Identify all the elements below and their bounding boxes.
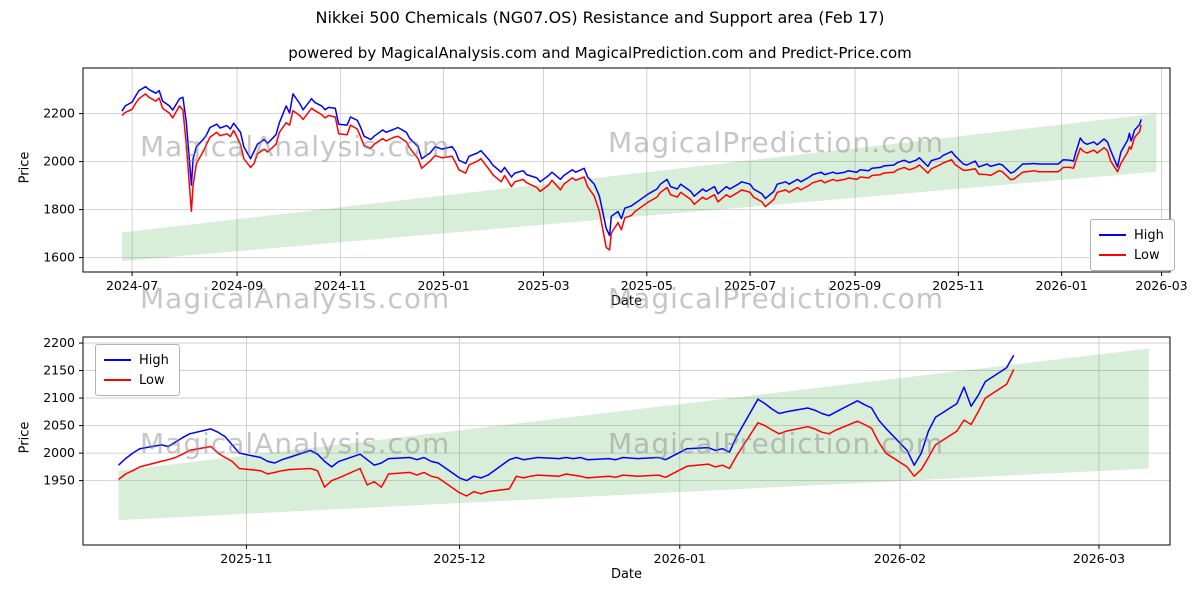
svg-text:2026-03: 2026-03 [1073,551,1125,566]
svg-text:2024-07: 2024-07 [106,278,158,293]
svg-text:2000: 2000 [43,445,75,460]
svg-text:2024-09: 2024-09 [211,278,263,293]
high-line-swatch [104,359,131,361]
svg-text:1800: 1800 [43,202,75,217]
legend-entry-high: High [1099,225,1164,245]
legend-label-high: High [139,352,169,368]
svg-text:1600: 1600 [43,250,75,265]
svg-text:2026-02: 2026-02 [874,551,926,566]
legend-entry-low: Low [104,370,169,390]
svg-text:2000: 2000 [43,154,75,169]
svg-text:2025-05: 2025-05 [621,278,673,293]
legend-entry-low: Low [1099,245,1164,265]
svg-text:2026-03: 2026-03 [1135,278,1187,293]
x-axis-label-bottom: Date [610,567,643,582]
legend-top-chart: High Low [1090,219,1175,271]
svg-text:2025-07: 2025-07 [724,278,776,293]
legend-bottom-chart: High Low [95,344,180,396]
svg-text:2026-01: 2026-01 [654,551,706,566]
low-line-swatch [104,379,131,381]
svg-text:2050: 2050 [43,418,75,433]
svg-text:2025-12: 2025-12 [433,551,485,566]
svg-text:2100: 2100 [43,390,75,405]
low-line-swatch [1099,254,1126,256]
svg-text:2025-01: 2025-01 [418,278,470,293]
legend-entry-high: High [104,350,169,370]
powered-by-subtitle: powered by MagicalAnalysis.com and Magic… [288,44,912,62]
legend-label-low: Low [139,372,165,388]
svg-text:2150: 2150 [43,363,75,378]
svg-text:2200: 2200 [43,335,75,350]
high-line-swatch [1099,234,1126,236]
figure-title: Nikkei 500 Chemicals (NG07.OS) Resistanc… [315,8,885,27]
svg-text:2025-03: 2025-03 [517,278,569,293]
legend-label-high: High [1134,227,1164,243]
svg-text:2025-09: 2025-09 [829,278,881,293]
svg-text:2025-11: 2025-11 [932,278,984,293]
x-axis-label-top: Date [610,294,643,309]
svg-text:2200: 2200 [43,106,75,121]
legend-label-low: Low [1134,247,1160,263]
svg-text:1950: 1950 [43,473,75,488]
svg-text:2025-11: 2025-11 [220,551,272,566]
svg-text:2026-01: 2026-01 [1036,278,1088,293]
svg-text:2024-11: 2024-11 [314,278,366,293]
